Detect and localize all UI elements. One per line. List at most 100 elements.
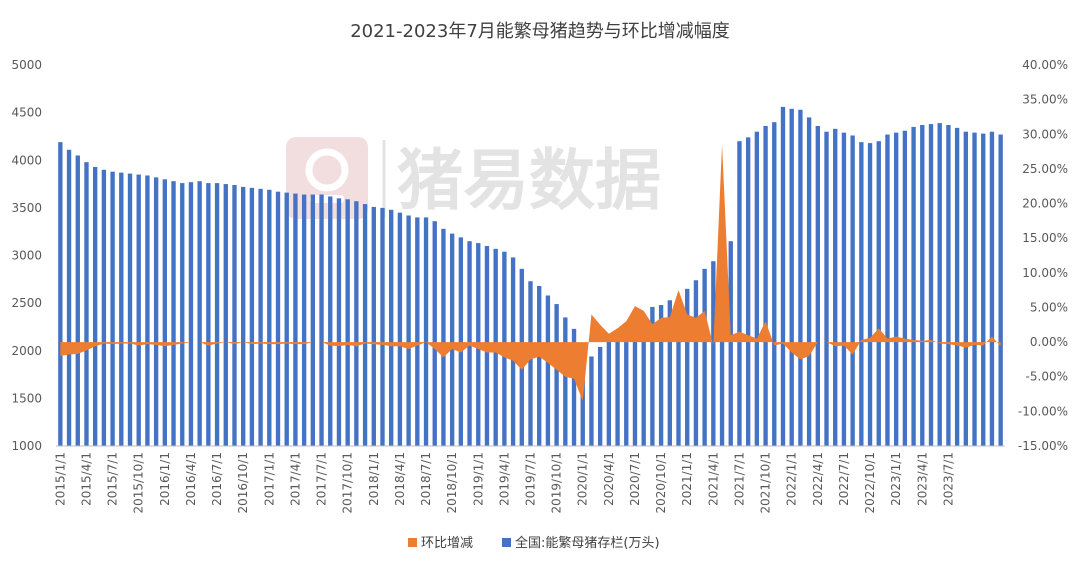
bar xyxy=(223,184,228,446)
x-tick-label: 2022/1/1 xyxy=(785,452,799,506)
bar xyxy=(737,141,742,446)
area-series-mom-change xyxy=(60,144,1001,401)
right-tick-label: -10.00% xyxy=(1018,404,1068,418)
bar xyxy=(754,131,760,446)
left-tick-label: 3500 xyxy=(11,201,42,215)
left-tick-label: 1000 xyxy=(11,439,42,453)
bar xyxy=(267,189,272,446)
x-tick-label: 2017/1/1 xyxy=(262,452,276,506)
right-tick-label: 35.00% xyxy=(1022,93,1068,107)
x-tick-label: 2020/7/1 xyxy=(628,452,642,506)
right-tick-label: 15.00% xyxy=(1022,231,1068,245)
x-tick-label: 2015/7/1 xyxy=(106,452,120,506)
bar xyxy=(981,133,986,446)
bar xyxy=(310,194,316,446)
bar xyxy=(798,109,803,447)
bar xyxy=(449,233,455,446)
x-tick-label: 2019/7/1 xyxy=(524,452,538,506)
bar xyxy=(954,127,960,447)
x-tick-label: 2023/4/1 xyxy=(915,452,929,506)
bar xyxy=(241,186,246,447)
bar xyxy=(328,196,333,446)
bar xyxy=(711,261,716,446)
bar xyxy=(110,171,115,446)
watermark-logo-icon xyxy=(286,137,368,219)
bar xyxy=(833,128,838,446)
bar xyxy=(336,198,342,446)
bar xyxy=(685,288,690,446)
x-tick-label: 2015/1/1 xyxy=(53,452,67,506)
bar xyxy=(597,346,603,446)
left-tick-label: 5000 xyxy=(11,58,42,72)
bar xyxy=(624,335,629,446)
bar xyxy=(145,175,150,447)
bar xyxy=(397,212,403,446)
bar xyxy=(162,179,167,447)
x-tick-label: 2023/1/1 xyxy=(889,452,903,506)
x-tick-label: 2018/7/1 xyxy=(419,452,433,506)
bar xyxy=(963,131,968,446)
legend-swatch-sow-inventory xyxy=(502,538,511,547)
bar xyxy=(153,177,159,446)
bar xyxy=(632,329,638,446)
bar xyxy=(75,155,80,447)
bar xyxy=(641,319,646,446)
x-tick-label: 2022/10/1 xyxy=(863,452,877,514)
right-tick-label: -15.00% xyxy=(1018,439,1068,453)
bar xyxy=(214,183,220,447)
left-axis-ticks: 1000 1500 2000 2500 3000 3500 4000 4500 5000 xyxy=(11,58,42,453)
legend-label-sow-inventory: 全国:能繁母猪存栏(万头) xyxy=(515,535,660,551)
x-tick-label: 2021/10/1 xyxy=(759,452,773,514)
legend: 环比增减 全国:能繁母猪存栏(万头) xyxy=(408,535,660,551)
x-tick-label: 2018/4/1 xyxy=(393,452,407,506)
right-tick-label: -5.00% xyxy=(1026,370,1068,384)
x-tick-label: 2016/7/1 xyxy=(210,452,224,506)
x-tick-label: 2023/7/1 xyxy=(941,452,955,506)
left-tick-label: 2500 xyxy=(11,296,42,310)
bar xyxy=(571,328,577,446)
right-tick-label: 25.00% xyxy=(1022,162,1068,176)
bar xyxy=(537,285,542,446)
bar xyxy=(841,132,847,446)
watermark-logo-ring xyxy=(305,148,349,192)
bar xyxy=(275,191,281,446)
right-axis-ticks: -15.00% -10.00% -5.00% 0.00% 5.00% 10.00% 15.0… xyxy=(1018,58,1068,453)
bar xyxy=(127,173,133,446)
bar xyxy=(806,117,812,446)
bar xyxy=(188,182,194,446)
x-tick-label: 2017/4/1 xyxy=(288,452,302,506)
bar xyxy=(545,295,551,446)
bar xyxy=(763,125,768,447)
bar xyxy=(867,143,873,446)
bar xyxy=(284,192,289,446)
bar xyxy=(415,217,420,446)
bar xyxy=(650,306,655,446)
bar xyxy=(780,106,786,446)
right-tick-label: 5.00% xyxy=(1030,300,1068,314)
bar xyxy=(972,132,977,446)
x-tick-label: 2019/1/1 xyxy=(471,452,485,506)
bar xyxy=(824,131,829,446)
x-tick-label: 2020/10/1 xyxy=(654,452,668,514)
right-tick-label: 20.00% xyxy=(1022,197,1068,211)
x-tick-label: 2018/10/1 xyxy=(445,452,459,514)
bar xyxy=(859,142,864,446)
bar xyxy=(667,300,672,446)
bar xyxy=(458,237,464,446)
bar xyxy=(893,132,899,446)
bar xyxy=(301,194,307,446)
area-mom-change xyxy=(60,144,1001,401)
bar xyxy=(702,268,707,446)
x-tick-label: 2017/10/1 xyxy=(341,452,355,514)
bar xyxy=(319,194,324,446)
bar xyxy=(66,149,72,446)
bar xyxy=(441,228,446,446)
bar xyxy=(563,317,568,446)
bar xyxy=(885,134,890,446)
x-tick-label: 2015/4/1 xyxy=(79,452,93,506)
chart-title: 2021-2023年7月能繁母猪趋势与环比增减幅度 xyxy=(350,21,730,42)
bar xyxy=(93,166,98,447)
bar xyxy=(432,221,437,446)
bar xyxy=(293,193,298,446)
